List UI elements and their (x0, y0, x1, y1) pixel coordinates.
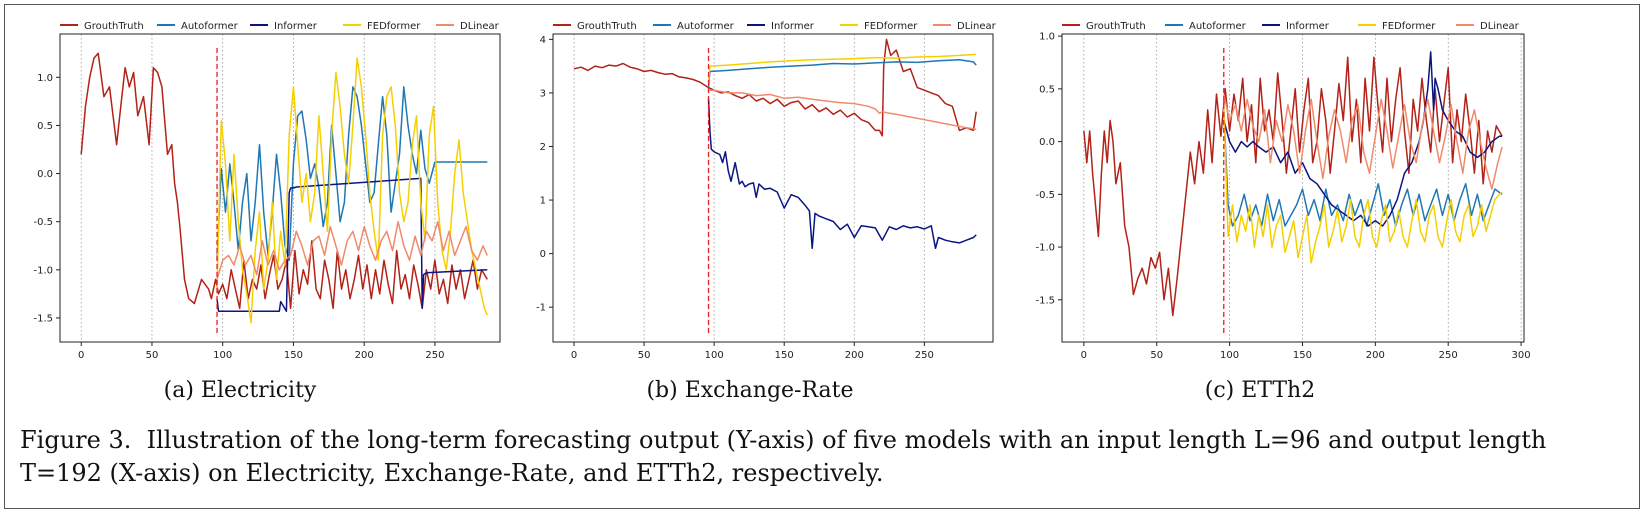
series-line-fedformer (1223, 104, 1503, 264)
y-tick-label: 1.0 (1039, 32, 1055, 43)
legend-label-fedformer: FEDformer (1382, 21, 1436, 32)
legend-label-informer: Informer (1286, 21, 1330, 32)
x-tick-label: 0 (78, 350, 84, 361)
series-line-autoformer (216, 86, 488, 261)
x-tick-label: 50 (1150, 350, 1163, 361)
x-tick-label: 100 (705, 350, 724, 361)
x-tick-label: 150 (775, 350, 794, 361)
series-line-informer (1223, 51, 1503, 227)
series-line-fedformer (707, 53, 977, 83)
legend-label-dlinear: DLinear (957, 21, 997, 32)
chart-electricity: GrouthTruth Autoformer Informer FEDformer DL… (33, 21, 501, 361)
y-tick-label: -0.5 (33, 217, 53, 228)
y-tick-label: 0.0 (1039, 137, 1055, 148)
x-tick-label: 50 (146, 350, 159, 361)
y-tick-label: 4 (540, 35, 546, 46)
series-line-grouthtruth (80, 52, 488, 310)
series-line-fedformer (216, 57, 488, 324)
y-tick-label: 2 (540, 142, 546, 153)
y-tick-label: 1 (540, 196, 546, 207)
series-line-dlinear (216, 220, 488, 280)
caption-prefix: Figure 3. (20, 426, 132, 454)
plot-frame (59, 33, 501, 343)
x-tick-label: 100 (1220, 350, 1239, 361)
legend-label-autoformer: Autoformer (677, 21, 735, 32)
legend-label-grouthtruth: GrouthTruth (577, 21, 637, 32)
figure-caption: Figure 3. Illustration of the long-term … (20, 424, 1620, 490)
x-tick-label: 150 (1293, 350, 1312, 361)
x-tick-label: 250 (915, 350, 934, 361)
series-line-dlinear (1223, 93, 1503, 190)
legend-label-dlinear: DLinear (1480, 21, 1520, 32)
x-tick-label: 250 (1439, 350, 1458, 361)
y-tick-label: -1.5 (1035, 295, 1055, 306)
x-tick-label: 200 (845, 350, 864, 361)
y-tick-label: -1.0 (33, 265, 53, 276)
chart-exchange-rate: GrouthTruth Autoformer Informer FEDformer DL… (536, 21, 997, 361)
x-tick-label: 100 (213, 350, 232, 361)
series-line-dlinear (708, 89, 977, 131)
legend-label-fedformer: FEDformer (367, 21, 421, 32)
x-tick-label: 50 (638, 350, 651, 361)
legend-label-fedformer: FEDformer (864, 21, 918, 32)
legend-label-informer: Informer (771, 21, 815, 32)
y-tick-label: 0 (540, 249, 546, 260)
y-tick-label: 1.0 (37, 73, 53, 84)
x-tick-label: 300 (1512, 350, 1531, 361)
series-line-grouthtruth (573, 38, 977, 137)
y-tick-label: -1.5 (33, 313, 53, 324)
series-line-informer (707, 98, 977, 250)
legend-label-grouthtruth: GrouthTruth (1086, 21, 1146, 32)
x-tick-label: 200 (355, 350, 374, 361)
y-tick-label: -1.0 (1035, 243, 1055, 254)
series-group (573, 38, 977, 250)
caption-text: Illustration of the long-term forecastin… (20, 426, 1547, 487)
y-tick-label: 0.5 (1039, 84, 1055, 95)
chart-etth2: GrouthTruth Autoformer Informer FEDformer DL… (1035, 21, 1530, 361)
series-group (1083, 51, 1503, 317)
series-line-autoformer (707, 58, 977, 88)
series-line-grouthtruth (1083, 56, 1503, 317)
figure-frame (4, 4, 1640, 509)
y-tick-label: -1 (536, 303, 546, 314)
y-tick-label: 0.5 (37, 121, 53, 132)
legend-label-dlinear: DLinear (460, 21, 500, 32)
x-tick-label: 0 (1081, 350, 1087, 361)
x-tick-label: 200 (1366, 350, 1385, 361)
series-line-informer (216, 177, 488, 312)
y-tick-label: 0.0 (37, 169, 53, 180)
legend-label-informer: Informer (274, 21, 318, 32)
y-tick-label: -0.5 (1035, 190, 1055, 201)
subcaption-etth2: (c) ETTh2 (1204, 378, 1316, 403)
legend-label-autoformer: Autoformer (1189, 21, 1247, 32)
subcaption-electricity: (a) Electricity (163, 378, 317, 403)
x-tick-label: 0 (571, 350, 577, 361)
x-tick-label: 250 (425, 350, 444, 361)
legend-label-autoformer: Autoformer (181, 21, 239, 32)
plot-frame (552, 33, 994, 343)
x-tick-label: 150 (284, 350, 303, 361)
y-tick-label: 3 (540, 88, 546, 99)
series-group (80, 52, 488, 324)
subcaption-exchange-rate: (b) Exchange-Rate (646, 378, 854, 403)
legend-label-grouthtruth: GrouthTruth (84, 21, 144, 32)
plot-frame (1061, 33, 1525, 343)
